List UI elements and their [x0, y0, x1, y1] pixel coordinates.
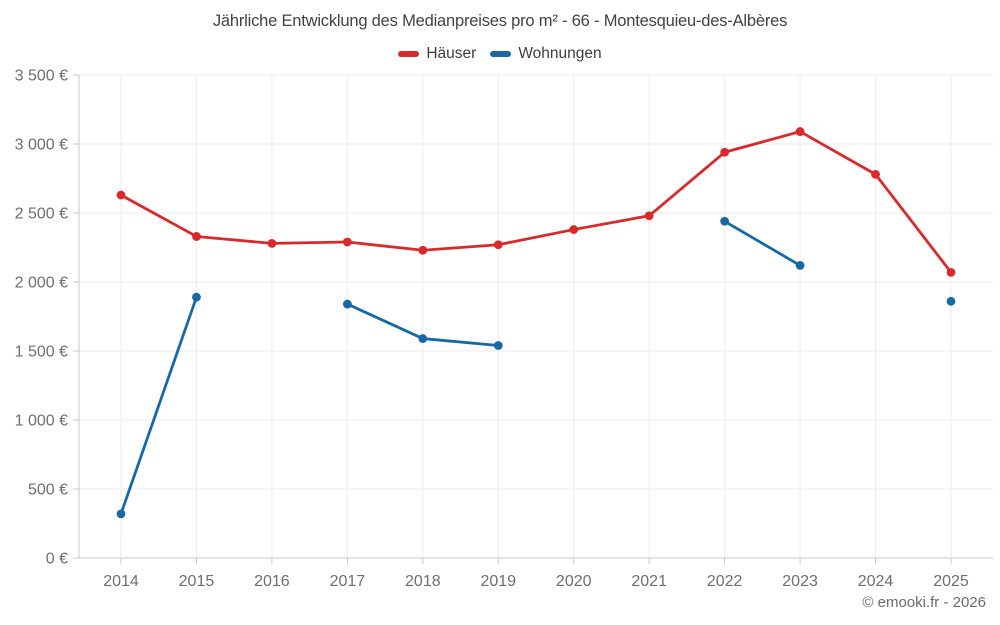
data-point-wohnungen-2023[interactable] [795, 261, 805, 270]
legend-item-haeuser[interactable]: Häuser [398, 45, 476, 63]
legend-swatch-haeuser [398, 51, 420, 57]
data-point-haeuser-2016[interactable] [267, 238, 277, 248]
data-point-haeuser-2019[interactable] [493, 240, 503, 250]
series-line-haeuser [119, 130, 953, 274]
chart-legend: Häuser Wohnungen [0, 45, 1000, 63]
data-point-haeuser-2018[interactable] [418, 245, 428, 255]
data-point-haeuser-2025[interactable] [946, 267, 956, 277]
data-point-wohnungen-2025[interactable] [946, 296, 956, 306]
y-tick-label: 3 000 € [15, 137, 68, 154]
x-tick-label: 2019 [480, 573, 516, 590]
data-point-haeuser-2014[interactable] [116, 190, 126, 200]
data-point-wohnungen-2018[interactable] [418, 334, 428, 343]
x-tick-label: 2025 [933, 573, 969, 590]
legend-item-wohnungen[interactable]: Wohnungen [490, 45, 602, 63]
data-point-haeuser-2023[interactable] [795, 127, 805, 136]
x-tick-label: 2022 [707, 573, 743, 590]
x-tick-label: 2015 [179, 573, 215, 590]
x-tick-label: 2016 [254, 573, 290, 590]
legend-label: Wohnungen [518, 45, 602, 62]
y-tick-label: 1 000 € [15, 413, 68, 430]
legend-swatch-wohnungen [490, 51, 512, 57]
x-tick-label: 2024 [858, 573, 894, 590]
data-point-haeuser-2017[interactable] [342, 237, 352, 247]
y-tick-label: 0 € [46, 551, 68, 568]
chart-title: Jährliche Entwicklung des Medianpreises … [212, 12, 788, 30]
x-tick-label: 2023 [782, 573, 818, 590]
data-point-wohnungen-2022[interactable] [720, 216, 730, 226]
x-tick-label: 2021 [631, 573, 667, 590]
data-point-haeuser-2024[interactable] [871, 169, 880, 179]
series-line-wohnungen [723, 219, 802, 267]
y-tick-label: 2 000 € [15, 275, 68, 292]
x-tick-label: 2018 [405, 573, 441, 590]
data-point-haeuser-2020[interactable] [569, 225, 579, 234]
data-point-wohnungen-2017[interactable] [342, 299, 352, 309]
x-tick-label: 2020 [556, 573, 592, 590]
data-point-haeuser-2021[interactable] [644, 211, 654, 221]
y-tick-label: 3 500 € [15, 68, 68, 85]
y-tick-label: 2 500 € [15, 206, 68, 223]
data-point-haeuser-2022[interactable] [720, 147, 730, 157]
copyright-text: © emooki.fr - 2026 [862, 594, 986, 611]
data-point-wohnungen-2014[interactable] [116, 509, 126, 519]
legend-label: Häuser [426, 45, 477, 62]
x-tick-label: 2014 [103, 573, 139, 590]
y-tick-label: 500 € [28, 482, 68, 499]
data-point-wohnungen-2015[interactable] [192, 292, 201, 302]
series-line-wohnungen [119, 295, 198, 516]
data-point-wohnungen-2019[interactable] [493, 341, 503, 350]
x-tick-label: 2017 [330, 573, 366, 590]
y-tick-label: 1 500 € [15, 344, 68, 361]
data-point-haeuser-2015[interactable] [192, 232, 201, 241]
